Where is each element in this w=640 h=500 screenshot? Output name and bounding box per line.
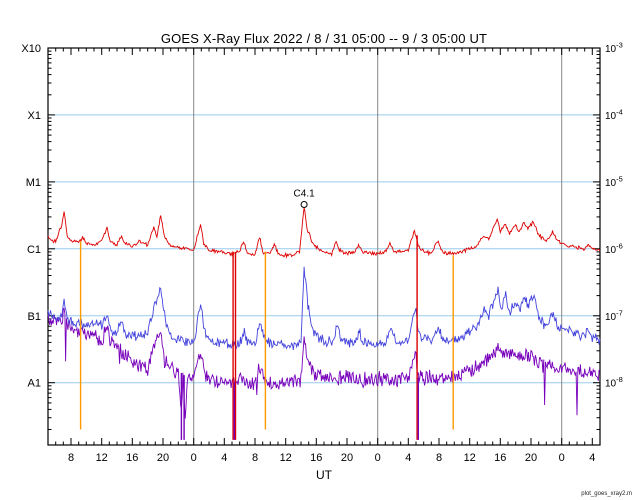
svg-text:X10: X10 xyxy=(21,43,41,55)
day-boundary-lines xyxy=(193,48,563,445)
svg-text:0: 0 xyxy=(191,452,197,464)
svg-text:4: 4 xyxy=(589,452,595,464)
svg-text:10-4: 10-4 xyxy=(605,107,623,122)
svg-text:20: 20 xyxy=(157,452,169,464)
flare-peak-marker xyxy=(300,201,308,208)
series-xray-short-wave-sat2 xyxy=(47,308,601,419)
plot-frame xyxy=(47,47,601,446)
svg-text:4: 4 xyxy=(405,452,411,464)
svg-text:8: 8 xyxy=(436,452,442,464)
svg-text:12: 12 xyxy=(280,452,292,464)
flare-class-label: C4.1 xyxy=(294,189,316,200)
svg-text:X1: X1 xyxy=(28,110,41,122)
svg-text:0: 0 xyxy=(559,452,565,464)
svg-text:10-8: 10-8 xyxy=(605,375,623,390)
svg-text:A1: A1 xyxy=(28,378,41,390)
svg-text:10-6: 10-6 xyxy=(605,241,623,256)
series-xray-short-wave-sat1 xyxy=(47,266,601,351)
svg-text:16: 16 xyxy=(494,452,506,464)
flare-annotation: C4.1 xyxy=(294,189,316,208)
svg-text:20: 20 xyxy=(525,452,537,464)
svg-text:8: 8 xyxy=(68,452,74,464)
svg-text:16: 16 xyxy=(126,452,138,464)
series-xray-long-wave xyxy=(47,207,601,259)
svg-text:16: 16 xyxy=(310,452,322,464)
svg-text:M1: M1 xyxy=(26,177,41,189)
y-left-labels: X10 X1 M1 C1 B1 A1 xyxy=(21,43,41,390)
svg-text:10-7: 10-7 xyxy=(605,308,623,323)
svg-text:B1: B1 xyxy=(28,311,41,323)
svg-text:8: 8 xyxy=(252,452,258,464)
svg-text:12: 12 xyxy=(96,452,108,464)
svg-text:C1: C1 xyxy=(27,244,41,256)
flux-level-gridlines xyxy=(48,114,600,384)
plot-credit-text: plot_goes_xray2.m xyxy=(581,491,632,497)
svg-text:20: 20 xyxy=(341,452,353,464)
svg-text:12: 12 xyxy=(464,452,476,464)
svg-text:10-5: 10-5 xyxy=(605,174,623,189)
svg-text:10-3: 10-3 xyxy=(605,41,623,56)
dropout-lines xyxy=(79,235,454,440)
data-series xyxy=(47,207,601,419)
x-axis-label: UT xyxy=(316,468,332,482)
chart-title: GOES X-Ray Flux 2022 / 8 / 31 05:00 -- 9… xyxy=(160,31,488,46)
svg-text:0: 0 xyxy=(375,452,381,464)
svg-text:4: 4 xyxy=(221,452,227,464)
x-tick-labels: 8 12 16 20 0 4 8 12 16 20 0 4 8 12 16 20 0 4 xyxy=(68,452,595,464)
y-right-labels: 10-3 10-4 10-5 10-6 10-7 10-8 xyxy=(605,41,623,390)
